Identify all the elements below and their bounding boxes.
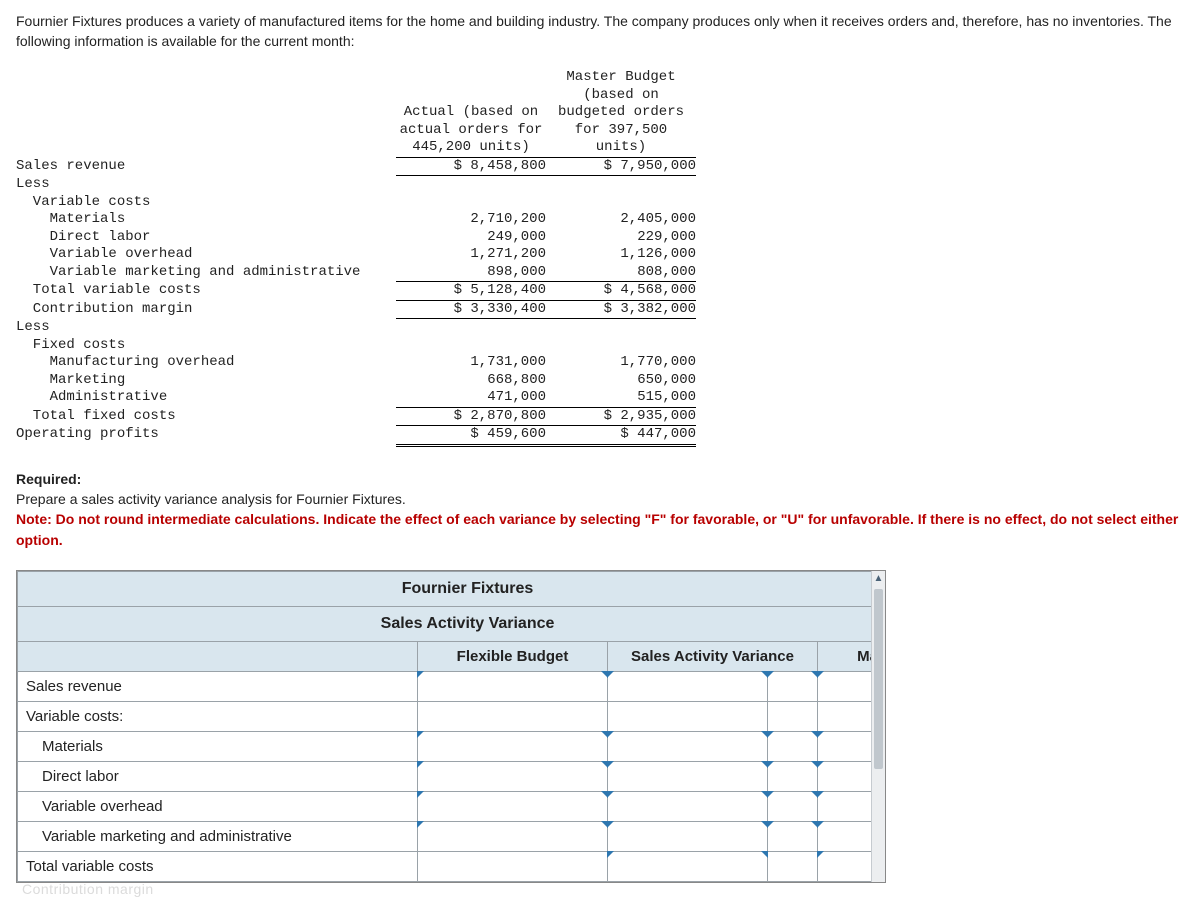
table-row: Total variable costs	[18, 851, 887, 881]
flexible-budget-cell[interactable]	[418, 671, 608, 701]
row-label: Direct labor	[18, 761, 418, 791]
variance-amount-cell[interactable]	[608, 851, 768, 881]
required-note: Note: Do not round intermediate calculat…	[16, 511, 1178, 547]
row-label: Materials	[18, 731, 418, 761]
variance-fu-cell	[768, 851, 818, 881]
scroll-thumb[interactable]	[874, 589, 883, 769]
answer-title-2: Sales Activity Variance	[18, 606, 887, 641]
flexible-budget-cell	[418, 701, 608, 731]
variance-fu-cell[interactable]	[768, 791, 818, 821]
variance-amount-cell[interactable]	[608, 821, 768, 851]
row-label: Variable overhead	[18, 791, 418, 821]
row-label: Variable marketing and administrative	[18, 821, 418, 851]
scrollbar[interactable]: ▲	[871, 571, 885, 882]
intro-text: Fournier Fixtures produces a variety of …	[16, 12, 1184, 51]
flexible-budget-cell	[418, 851, 608, 881]
table-row: Variable marketing and administrative	[18, 821, 887, 851]
col-sales-activity-variance: Sales Activity Variance	[608, 641, 818, 671]
income-statement-table: Master Budget (based on Actual (based on…	[16, 69, 1184, 447]
row-label: Variable costs:	[18, 701, 418, 731]
variance-fu-cell[interactable]	[768, 761, 818, 791]
table-row: Materials	[18, 731, 887, 761]
variance-amount-cell[interactable]	[608, 761, 768, 791]
cutoff-row-label: Contribution margin	[16, 881, 1184, 897]
table-row: Sales revenue	[18, 671, 887, 701]
table-row: Variable overhead	[18, 791, 887, 821]
variance-amount-cell[interactable]	[608, 671, 768, 701]
flexible-budget-cell[interactable]	[418, 761, 608, 791]
variance-fu-cell[interactable]	[768, 821, 818, 851]
scroll-up-icon[interactable]: ▲	[872, 571, 885, 587]
col-blank	[18, 641, 418, 671]
answer-title-1: Fournier Fixtures	[18, 571, 887, 606]
variance-fu-cell[interactable]	[768, 731, 818, 761]
variance-fu-cell[interactable]	[768, 671, 818, 701]
variance-amount-cell	[608, 701, 768, 731]
required-heading: Required:	[16, 471, 81, 487]
variance-amount-cell[interactable]	[608, 731, 768, 761]
flexible-budget-cell[interactable]	[418, 791, 608, 821]
table-row: Direct labor	[18, 761, 887, 791]
required-block: Required: Prepare a sales activity varia…	[16, 469, 1184, 550]
flexible-budget-cell[interactable]	[418, 821, 608, 851]
variance-fu-cell	[768, 701, 818, 731]
col-flexible-budget: Flexible Budget	[418, 641, 608, 671]
required-line1: Prepare a sales activity variance analys…	[16, 491, 406, 507]
variance-amount-cell[interactable]	[608, 791, 768, 821]
table-row: Variable costs:	[18, 701, 887, 731]
row-label: Sales revenue	[18, 671, 418, 701]
row-label: Total variable costs	[18, 851, 418, 881]
flexible-budget-cell[interactable]	[418, 731, 608, 761]
answer-grid: Fournier Fixtures Sales Activity Varianc…	[16, 570, 886, 883]
